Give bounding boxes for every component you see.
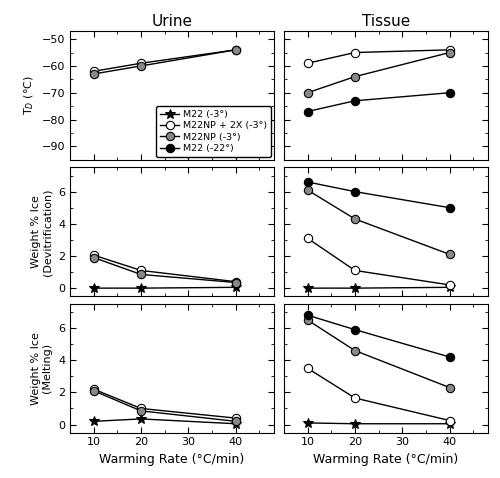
M22NP (-3°) (90, 388, 96, 394)
Line: M22 (-22°): M22 (-22°) (304, 311, 454, 361)
M22NP (-3°) (304, 90, 310, 96)
M22NP + 2X (-3°) (233, 47, 239, 53)
M22NP + 2X (-3°) (138, 60, 144, 66)
M22NP + 2X (-3°) (352, 395, 358, 401)
M22NP + 2X (-3°) (352, 50, 358, 55)
M22NP (-3°) (446, 385, 452, 391)
Line: M22 (-3°): M22 (-3°) (302, 418, 454, 429)
M22NP + 2X (-3°) (138, 406, 144, 412)
Line: M22 (-3°): M22 (-3°) (89, 282, 240, 293)
M22NP + 2X (-3°) (138, 268, 144, 273)
M22 (-22°) (446, 205, 452, 211)
Line: M22NP + 2X (-3°): M22NP + 2X (-3°) (304, 234, 454, 289)
M22NP (-3°) (138, 272, 144, 277)
M22 (-22°) (352, 189, 358, 195)
M22 (-3°) (304, 285, 310, 291)
M22NP + 2X (-3°) (233, 415, 239, 421)
M22NP (-3°) (233, 418, 239, 424)
M22 (-22°) (304, 109, 310, 114)
M22NP + 2X (-3°) (446, 282, 452, 288)
M22 (-3°) (446, 284, 452, 290)
Line: M22NP + 2X (-3°): M22NP + 2X (-3°) (90, 385, 240, 422)
Line: M22 (-22°): M22 (-22°) (304, 88, 454, 116)
M22NP + 2X (-3°) (90, 386, 96, 392)
M22NP + 2X (-3°) (446, 47, 452, 53)
M22 (-3°) (138, 416, 144, 422)
M22NP (-3°) (138, 408, 144, 414)
X-axis label: Warming Rate (°C/min): Warming Rate (°C/min) (99, 453, 244, 466)
M22 (-3°) (90, 285, 96, 291)
M22NP (-3°) (304, 317, 310, 323)
M22NP + 2X (-3°) (304, 365, 310, 371)
Line: M22NP + 2X (-3°): M22NP + 2X (-3°) (304, 46, 454, 67)
M22 (-3°) (90, 418, 96, 424)
Line: M22NP (-3°): M22NP (-3°) (304, 48, 454, 97)
M22NP (-3°) (233, 280, 239, 285)
M22 (-3°) (304, 420, 310, 426)
M22NP + 2X (-3°) (233, 279, 239, 284)
Legend: M22 (-3°), M22NP + 2X (-3°), M22NP (-3°), M22 (-22°): M22 (-3°), M22NP + 2X (-3°), M22NP (-3°)… (156, 106, 271, 157)
M22 (-3°) (138, 285, 144, 291)
M22NP + 2X (-3°) (446, 418, 452, 424)
M22 (-3°) (233, 421, 239, 426)
Y-axis label: Weight % Ice
(Melting): Weight % Ice (Melting) (31, 332, 52, 405)
M22 (-22°) (352, 98, 358, 104)
M22NP (-3°) (446, 251, 452, 257)
M22NP + 2X (-3°) (352, 268, 358, 273)
M22NP (-3°) (138, 63, 144, 69)
Line: M22NP + 2X (-3°): M22NP + 2X (-3°) (90, 251, 240, 286)
M22NP (-3°) (304, 187, 310, 193)
Line: M22NP (-3°): M22NP (-3°) (90, 46, 240, 78)
M22 (-3°) (446, 421, 452, 426)
Line: M22NP (-3°): M22NP (-3°) (90, 387, 240, 425)
M22 (-22°) (352, 327, 358, 333)
Line: M22NP + 2X (-3°): M22NP + 2X (-3°) (304, 364, 454, 424)
Line: M22NP (-3°): M22NP (-3°) (304, 186, 454, 259)
M22NP + 2X (-3°) (90, 252, 96, 258)
M22NP (-3°) (352, 74, 358, 79)
M22NP + 2X (-3°) (304, 235, 310, 241)
Line: M22NP + 2X (-3°): M22NP + 2X (-3°) (90, 46, 240, 76)
M22NP + 2X (-3°) (90, 68, 96, 74)
M22 (-3°) (352, 285, 358, 291)
M22 (-22°) (304, 312, 310, 318)
M22NP (-3°) (352, 348, 358, 353)
M22NP (-3°) (233, 47, 239, 53)
M22 (-22°) (446, 90, 452, 96)
M22NP (-3°) (90, 71, 96, 77)
Title: Urine: Urine (152, 13, 192, 29)
Title: Tissue: Tissue (362, 13, 410, 29)
X-axis label: Warming Rate (°C/min): Warming Rate (°C/min) (313, 453, 458, 466)
Line: M22 (-3°): M22 (-3°) (302, 282, 454, 293)
M22NP (-3°) (352, 216, 358, 222)
M22NP (-3°) (446, 50, 452, 55)
Y-axis label: T$_D$ (°C): T$_D$ (°C) (22, 76, 36, 115)
M22 (-22°) (304, 179, 310, 185)
M22NP + 2X (-3°) (304, 60, 310, 66)
M22 (-22°) (446, 354, 452, 360)
Line: M22 (-22°): M22 (-22°) (304, 178, 454, 212)
Line: M22NP (-3°): M22NP (-3°) (304, 316, 454, 391)
Line: M22NP (-3°): M22NP (-3°) (90, 253, 240, 287)
Y-axis label: Weight % Ice
(Devitrification): Weight % Ice (Devitrification) (31, 188, 52, 276)
M22 (-3°) (233, 284, 239, 290)
Line: M22 (-3°): M22 (-3°) (89, 414, 240, 429)
M22 (-3°) (352, 421, 358, 426)
M22NP (-3°) (90, 255, 96, 261)
